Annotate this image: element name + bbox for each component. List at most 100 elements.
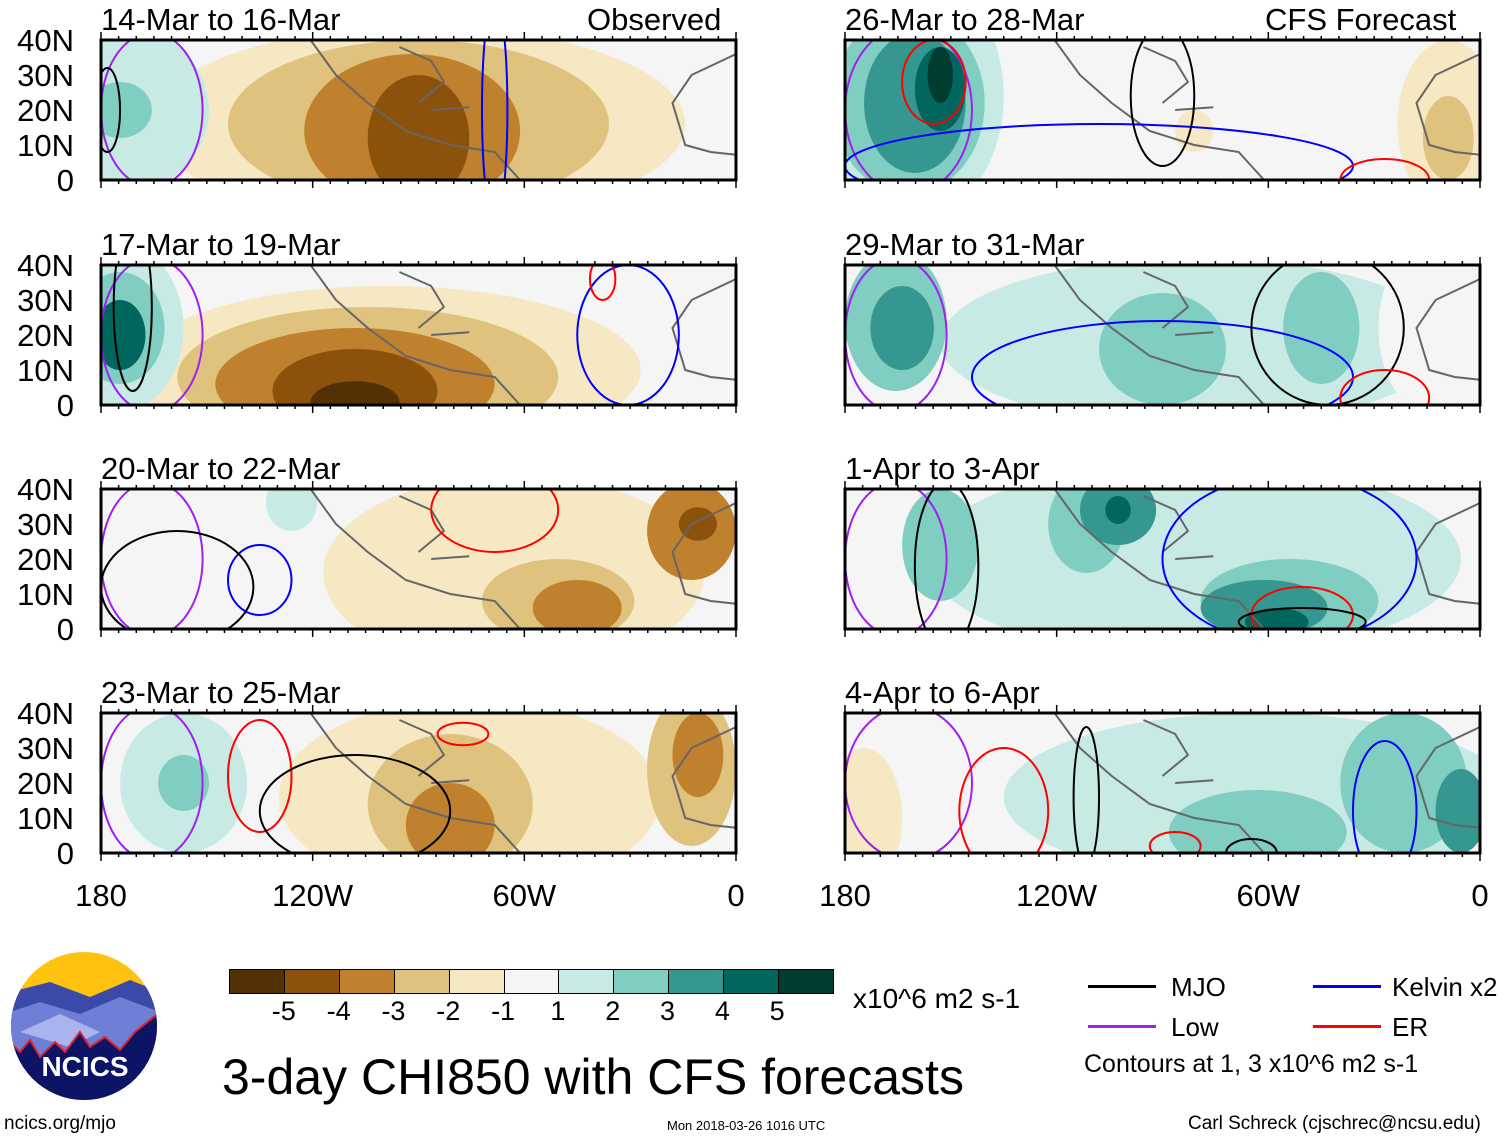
contour-er bbox=[1339, 369, 1431, 405]
colorbar-swatch bbox=[558, 970, 614, 993]
colorbar-tick-label: -1 bbox=[491, 996, 516, 1026]
lat-tick-label: 30N bbox=[17, 58, 74, 93]
map-panel bbox=[843, 481, 1482, 637]
contour-kelvin bbox=[1161, 489, 1418, 629]
map-panel bbox=[99, 481, 738, 637]
lon-tick-label: 180 bbox=[819, 878, 871, 913]
contour-er bbox=[1250, 586, 1354, 629]
observed-label: Observed bbox=[587, 2, 722, 37]
lon-tick-label: 120W bbox=[272, 878, 354, 913]
colorbar-tick-label: -3 bbox=[381, 996, 406, 1026]
coastline-americas bbox=[309, 489, 521, 629]
legend-line-kelvin bbox=[1313, 985, 1381, 988]
contour-er bbox=[436, 721, 490, 747]
map-panel bbox=[99, 705, 738, 861]
colorbar-swatch bbox=[448, 970, 504, 993]
colorbar-swatch bbox=[230, 970, 284, 993]
colorbar-swatch bbox=[503, 970, 559, 993]
forecast-label: CFS Forecast bbox=[1265, 2, 1457, 37]
anomaly-region bbox=[1378, 265, 1480, 405]
lat-tick-label: 40N bbox=[17, 248, 74, 283]
colorbar-tick-label: 5 bbox=[769, 996, 785, 1026]
colorbar-swatch bbox=[338, 970, 394, 993]
lat-tick-label: 40N bbox=[17, 23, 74, 58]
colorbar bbox=[229, 969, 834, 994]
anomaly-region bbox=[1105, 496, 1131, 524]
anomaly-region bbox=[101, 82, 152, 138]
map-panel bbox=[843, 257, 1482, 413]
panel-title: 14-Mar to 16-Mar bbox=[101, 2, 341, 37]
anomaly-region bbox=[1245, 608, 1309, 629]
anomaly-region bbox=[101, 40, 209, 180]
lat-tick-label: 20N bbox=[17, 766, 74, 801]
anomaly-region bbox=[532, 580, 622, 629]
contour-low bbox=[845, 40, 973, 180]
legend-line-mjo bbox=[1088, 985, 1156, 988]
anomaly-region bbox=[927, 47, 953, 103]
coastline-usa bbox=[399, 271, 470, 336]
contour-kelvin bbox=[971, 320, 1354, 405]
anomaly-region bbox=[1168, 790, 1347, 853]
lat-tick-label: 40N bbox=[17, 696, 74, 731]
panel-title: 26-Mar to 28-Mar bbox=[845, 2, 1085, 37]
contour-er bbox=[958, 747, 1050, 853]
panel-title: 29-Mar to 31-Mar bbox=[845, 227, 1085, 262]
contour-kelvin bbox=[1352, 740, 1418, 853]
map-panel bbox=[843, 705, 1482, 861]
lat-tick-label: 40N bbox=[17, 472, 74, 507]
lon-tick-label: 120W bbox=[1016, 878, 1098, 913]
timestamp: Mon 2018-03-26 1016 UTC bbox=[667, 1118, 826, 1133]
anomaly-region bbox=[1099, 293, 1226, 405]
coastline-americas bbox=[1053, 489, 1265, 629]
anomaly-region bbox=[310, 381, 400, 405]
contour-note: Contours at 1, 3 x10^6 m2 s-1 bbox=[1084, 1050, 1419, 1078]
coastline-americas bbox=[309, 713, 521, 853]
contour-mjo bbox=[258, 754, 452, 853]
lat-tick-label: 10N bbox=[17, 353, 74, 388]
coastline-americas bbox=[309, 40, 521, 180]
ncics-logo: NCICS bbox=[11, 952, 157, 1100]
lon-tick-label: 0 bbox=[727, 878, 745, 913]
legend-mjo: MJO bbox=[1171, 972, 1226, 1002]
lat-tick-label: 20N bbox=[17, 542, 74, 577]
contour-er bbox=[1339, 158, 1431, 180]
colorbar-swatch bbox=[393, 970, 449, 993]
coastline-africa bbox=[1415, 53, 1480, 156]
coastline-usa bbox=[1143, 719, 1214, 784]
panel-title: 1-Apr to 3-Apr bbox=[845, 451, 1040, 486]
panel-title: 17-Mar to 19-Mar bbox=[101, 227, 341, 262]
colorbar-tick-label: 1 bbox=[550, 996, 566, 1026]
coastline-africa bbox=[671, 726, 736, 829]
contour-mjo bbox=[112, 265, 153, 392]
coastline-africa bbox=[671, 502, 736, 605]
colorbar-swatch bbox=[778, 970, 833, 993]
units-label: x10^6 m2 s-1 bbox=[853, 983, 1021, 1014]
colorbar-tick-label: -4 bbox=[326, 996, 351, 1026]
colorbar-swatch bbox=[668, 970, 724, 993]
legend-line-low bbox=[1088, 1025, 1156, 1028]
lat-tick-label: 20N bbox=[17, 93, 74, 128]
lat-tick-label: 0 bbox=[56, 836, 74, 871]
contour-er bbox=[430, 489, 560, 553]
anomaly-region bbox=[1422, 96, 1474, 180]
contour-er bbox=[1148, 831, 1202, 853]
contour-er bbox=[901, 40, 967, 125]
contour-low bbox=[845, 713, 973, 853]
anomaly-region bbox=[845, 748, 903, 853]
coastline-americas bbox=[1053, 40, 1265, 180]
lat-tick-label: 30N bbox=[17, 507, 74, 542]
anomaly-region bbox=[1283, 272, 1360, 384]
anomaly-region bbox=[158, 755, 209, 811]
coastline-usa bbox=[1143, 495, 1214, 560]
legend-kelvin: Kelvin x2 bbox=[1392, 972, 1498, 1002]
lon-tick-label: 0 bbox=[1471, 878, 1489, 913]
url-link[interactable]: ncics.org/mjo bbox=[4, 1113, 116, 1134]
map-panel bbox=[843, 32, 1482, 188]
legend-low: Low bbox=[1171, 1012, 1219, 1042]
coastline-usa bbox=[399, 46, 470, 111]
contour-mjo bbox=[913, 489, 980, 629]
lat-tick-label: 10N bbox=[17, 577, 74, 612]
lat-tick-label: 0 bbox=[56, 388, 74, 423]
contour-kelvin bbox=[227, 544, 293, 616]
map-panel bbox=[99, 32, 738, 188]
